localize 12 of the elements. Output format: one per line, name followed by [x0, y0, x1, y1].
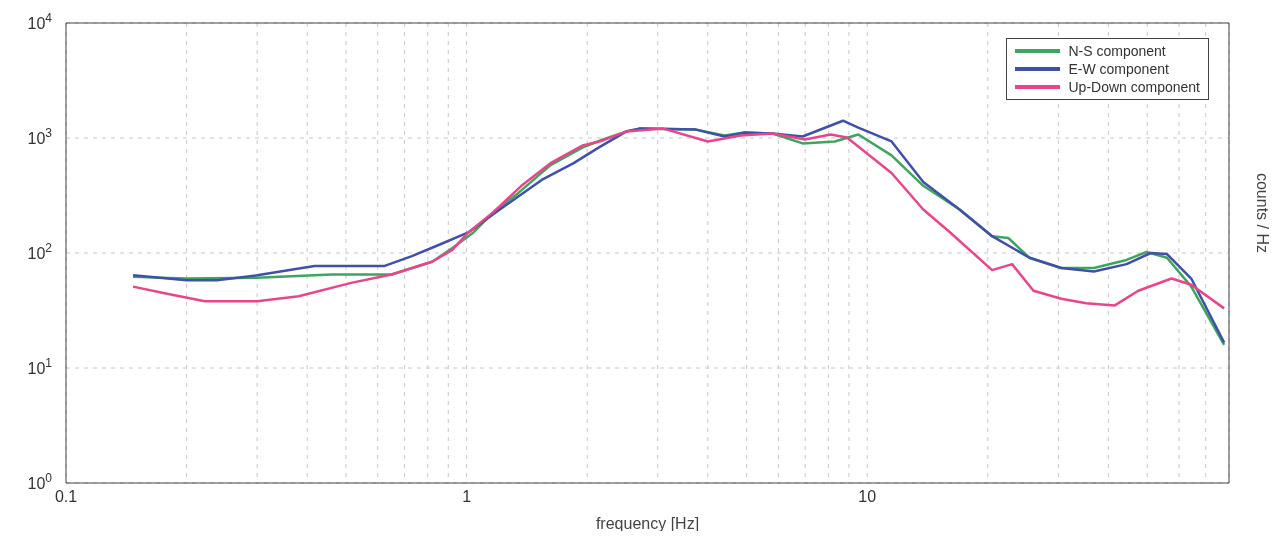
x-tick-label: 1: [462, 488, 472, 506]
legend-label: Up-Down component: [1068, 79, 1200, 95]
y-tick-label: 10$^{0}$: [27, 471, 53, 492]
x-tick-label: 0.1: [54, 488, 78, 506]
y-tick-label: 10$^{1}$: [27, 356, 53, 377]
y-tick-label: 10$^{3}$: [27, 126, 53, 147]
y-axis-title: counts / Hz: [1254, 172, 1272, 253]
legend-label: E-W component: [1068, 61, 1169, 77]
x-tick-label: 10: [858, 488, 877, 506]
legend-label: N-S component: [1068, 43, 1166, 59]
y-tick-label: 10$^{4}$: [27, 11, 53, 32]
y-tick-label: 10$^{2}$: [27, 241, 53, 262]
